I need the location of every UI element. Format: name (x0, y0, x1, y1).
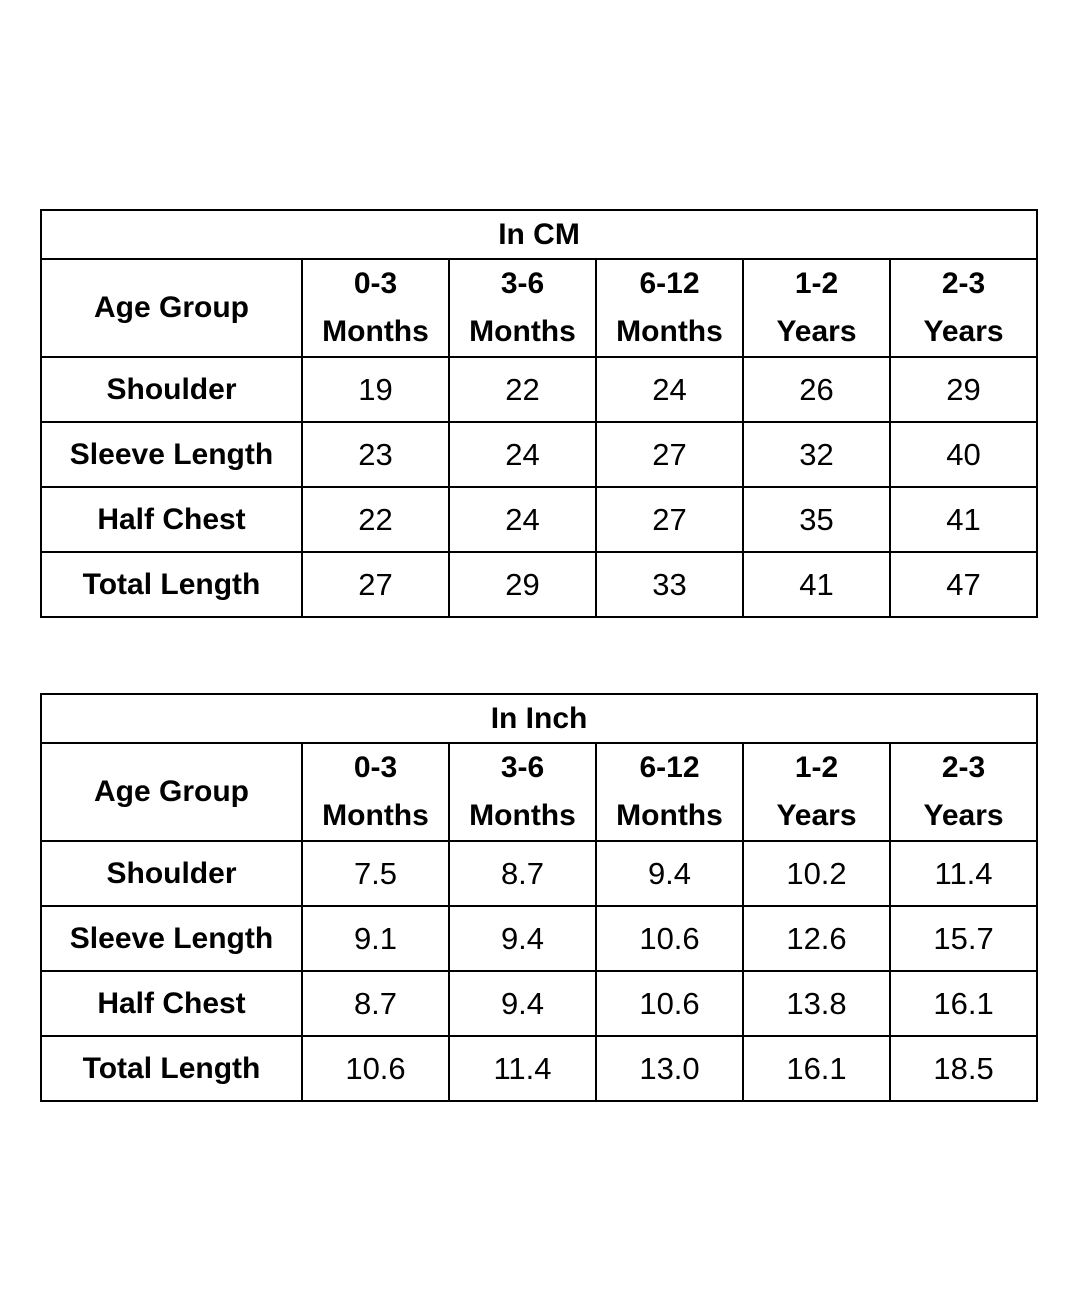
column-header-range: 0-3 (353, 751, 398, 784)
row-label: Shoulder (40, 356, 303, 423)
table-cell: 35 (742, 486, 891, 553)
table-cell: 9.4 (448, 905, 597, 972)
age-group-header: Age Group (40, 742, 303, 842)
column-header: 2-3 Years (888, 258, 1039, 358)
column-header-range: 3-6 (500, 751, 545, 784)
table-row: Total Length 10.6 11.4 13.0 16.1 18.5 (40, 1035, 1039, 1102)
column-header: 6-12 Months (595, 742, 744, 842)
table-cell: 10.6 (301, 1035, 450, 1102)
column-header-unit: Years (923, 799, 1004, 832)
column-header: 0-3 Months (301, 742, 450, 842)
table-cell: 47 (888, 551, 1039, 618)
table-cell: 22 (448, 356, 597, 423)
row-label: Shoulder (40, 840, 303, 907)
table-row: Half Chest 22 24 27 35 41 (40, 486, 1039, 553)
column-header-unit: Months (469, 799, 576, 832)
table-cell: 10.6 (595, 970, 744, 1037)
table-row: Shoulder 19 22 24 26 29 (40, 356, 1039, 423)
table-cell: 41 (888, 486, 1039, 553)
column-header: 1-2 Years (742, 258, 891, 358)
column-header-unit: Months (322, 799, 429, 832)
table-cell: 24 (448, 486, 597, 553)
row-label: Half Chest (40, 486, 303, 553)
header-row: Age Group 0-3 Months 3-6 Months 6-12 Months 1-2… (40, 258, 1039, 358)
table-cell: 11.4 (448, 1035, 597, 1102)
table-cell: 33 (595, 551, 744, 618)
column-header-unit: Years (923, 315, 1004, 348)
column-header-range: 1-2 (794, 751, 839, 784)
table-cell: 26 (742, 356, 891, 423)
table-cell: 41 (742, 551, 891, 618)
table-cell: 9.4 (595, 840, 744, 907)
table-row: Half Chest 8.7 9.4 10.6 13.8 16.1 (40, 970, 1039, 1037)
table-cell: 27 (301, 551, 450, 618)
column-header-unit: Years (776, 315, 857, 348)
table-cell: 15.7 (888, 905, 1039, 972)
table-row: Sleeve Length 9.1 9.4 10.6 12.6 15.7 (40, 905, 1039, 972)
column-header: 6-12 Months (595, 258, 744, 358)
table-cell: 10.6 (595, 905, 744, 972)
table-cell: 27 (595, 421, 744, 488)
table-cell: 13.8 (742, 970, 891, 1037)
table-cell: 40 (888, 421, 1039, 488)
table-cell: 24 (448, 421, 597, 488)
column-header: 3-6 Months (448, 742, 597, 842)
title-row: In CM (39, 209, 1039, 260)
table-cell: 7.5 (301, 840, 450, 907)
column-header-range: 6-12 (639, 751, 700, 784)
table-cell: 16.1 (888, 970, 1039, 1037)
table-row: Sleeve Length 23 24 27 32 40 (40, 421, 1039, 488)
table-cell: 11.4 (888, 840, 1039, 907)
table-title: In CM (39, 209, 1039, 260)
table-cell: 27 (595, 486, 744, 553)
column-header-unit: Years (776, 799, 857, 832)
age-group-header: Age Group (40, 258, 303, 358)
column-header: 2-3 Years (888, 742, 1039, 842)
table-title: In Inch (39, 693, 1039, 744)
size-table-cm: In CM Age Group 0-3 Months 3-6 Months 6-12 Mont… (39, 209, 1039, 618)
column-header-unit: Months (322, 315, 429, 348)
column-header-range: 2-3 (941, 267, 986, 300)
column-header-unit: Months (469, 315, 576, 348)
row-label: Total Length (40, 551, 303, 618)
row-label: Sleeve Length (40, 905, 303, 972)
header-row: Age Group 0-3 Months 3-6 Months 6-12 Months 1-2… (40, 742, 1039, 842)
table-cell: 12.6 (742, 905, 891, 972)
table-cell: 29 (888, 356, 1039, 423)
table-cell: 9.4 (448, 970, 597, 1037)
table-cell: 8.7 (301, 970, 450, 1037)
table-cell: 18.5 (888, 1035, 1039, 1102)
table-cell: 32 (742, 421, 891, 488)
column-header-range: 0-3 (353, 267, 398, 300)
column-header-range: 1-2 (794, 267, 839, 300)
column-header-range: 2-3 (941, 751, 986, 784)
table-cell: 29 (448, 551, 597, 618)
table-cell: 8.7 (448, 840, 597, 907)
row-label: Sleeve Length (40, 421, 303, 488)
table-cell: 19 (301, 356, 450, 423)
table-cell: 24 (595, 356, 744, 423)
table-cell: 13.0 (595, 1035, 744, 1102)
table-cell: 16.1 (742, 1035, 891, 1102)
table-cell: 22 (301, 486, 450, 553)
table-row: Total Length 27 29 33 41 47 (40, 551, 1039, 618)
column-header: 3-6 Months (448, 258, 597, 358)
table-cell: 23 (301, 421, 450, 488)
title-row: In Inch (39, 693, 1039, 744)
column-header: 0-3 Months (301, 258, 450, 358)
table-cell: 10.2 (742, 840, 891, 907)
size-table-inch: In Inch Age Group 0-3 Months 3-6 Months 6-12 Mo… (39, 693, 1039, 1102)
table-row: Shoulder 7.5 8.7 9.4 10.2 11.4 (40, 840, 1039, 907)
row-label: Half Chest (40, 970, 303, 1037)
column-header-range: 6-12 (639, 267, 700, 300)
column-header-range: 3-6 (500, 267, 545, 300)
table-cell: 9.1 (301, 905, 450, 972)
column-header-unit: Months (616, 315, 723, 348)
row-label: Total Length (40, 1035, 303, 1102)
column-header-unit: Months (616, 799, 723, 832)
column-header: 1-2 Years (742, 742, 891, 842)
